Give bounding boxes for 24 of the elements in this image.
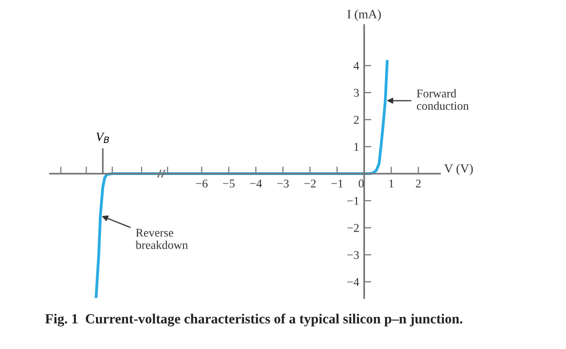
y-axis-title: I (mA) [347, 10, 381, 21]
y-tick-label: 4 [354, 62, 360, 70]
y-tick-label: 3 [354, 88, 359, 97]
text: Fig. 1 Current-voltage characteristics of a typical silicon p–n junction. [45, 314, 462, 326]
annotation: Forward conduction [416, 89, 469, 110]
y-tick-label: 2 [354, 116, 359, 124]
annotation: Reverse breakdown [136, 228, 188, 250]
x-tick-label: −6 [196, 180, 208, 188]
y-tick-label: −2 [347, 224, 359, 232]
x-tick-label: −5 [223, 180, 235, 188]
y-tick-label: −3 [347, 251, 359, 259]
x-tick-label: −3 [277, 180, 289, 188]
x-tick-label: −2 [304, 180, 316, 188]
y-tick-label: 1 [354, 142, 359, 151]
x-tick-label: 2 [416, 180, 421, 188]
x-axis-title: V (V) [444, 164, 473, 176]
x-tick-label: 0 [358, 180, 364, 188]
ref-line-label: V$_{B}$ [96, 132, 109, 143]
x-tick-label: 1 [389, 180, 394, 188]
x-tick-label: −1 [331, 180, 343, 188]
x-tick-label: −4 [250, 180, 262, 188]
y-tick-label: −4 [347, 278, 360, 286]
y-tick-label: −1 [347, 196, 359, 205]
line-series [94, 60, 389, 298]
